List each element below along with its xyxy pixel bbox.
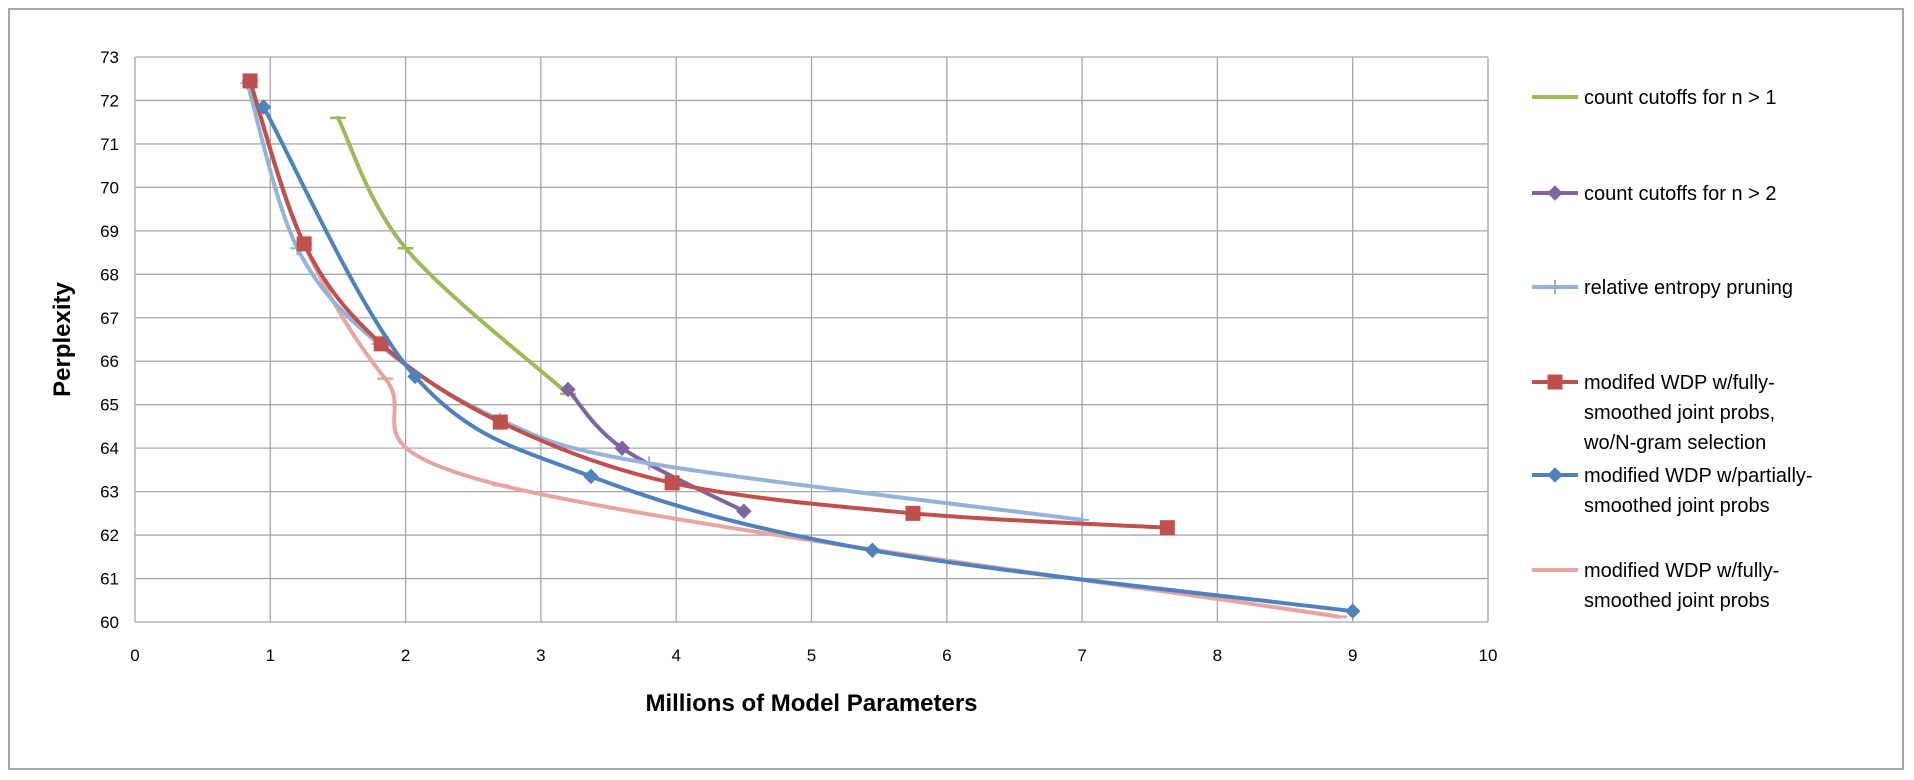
x-tick-label: 4 (671, 646, 680, 665)
series-line (245, 81, 1085, 522)
data-point (255, 99, 272, 115)
legend-label: modified WDP w/fully-smoothed joint prob… (1584, 560, 1779, 612)
x-axis-title: Millions of Model Parameters (645, 690, 977, 717)
data-point (296, 236, 312, 252)
data-point (664, 475, 680, 491)
series-4 (242, 73, 1175, 536)
x-tick-label: 7 (1077, 646, 1086, 665)
x-tick-label: 2 (401, 646, 410, 665)
legend-item-2: count cutoffs for n > 2 (1532, 183, 1777, 205)
y-tick-label: 68 (100, 265, 119, 284)
legend-label: count cutoffs for n > 1 (1584, 87, 1777, 109)
x-tick-label: 0 (130, 646, 139, 665)
x-tick-label: 5 (807, 646, 816, 665)
data-point (560, 381, 576, 398)
y-tick-label: 69 (100, 222, 119, 241)
legend-item-4: modifed WDP w/fully-smoothed joint probs… (1532, 372, 1775, 454)
series-line (248, 78, 1170, 530)
y-tick-label: 70 (100, 178, 119, 197)
y-tick-label: 62 (100, 526, 119, 545)
data-point (242, 73, 258, 89)
series-line (261, 104, 1355, 614)
legend-item-5: modified WDP w/partially-smoothed joint … (1532, 465, 1813, 517)
x-tick-label: 3 (536, 646, 545, 665)
data-point (492, 414, 508, 430)
x-tick-label: 8 (1213, 646, 1222, 665)
data-point (736, 503, 752, 519)
y-tick-label: 66 (100, 352, 119, 371)
legend-label: count cutoffs for n > 2 (1584, 183, 1777, 205)
legend-item-1: count cutoffs for n > 1 (1532, 87, 1777, 109)
x-tick-label: 9 (1348, 646, 1357, 665)
grid (134, 56, 1489, 623)
x-tick-label: 10 (1479, 646, 1498, 665)
legend-label: relative entropy pruning (1584, 277, 1793, 299)
data-point (1344, 603, 1361, 619)
y-tick-label: 63 (100, 483, 119, 502)
data-point (614, 440, 630, 456)
legend-item-6: modified WDP w/fully-smoothed joint prob… (1532, 560, 1779, 612)
x-tick-label: 6 (942, 646, 951, 665)
legend: count cutoffs for n > 1 count cutoffs for… (1532, 87, 1813, 612)
series-2 (560, 381, 752, 519)
data-point (905, 505, 921, 521)
y-tick-label: 72 (100, 91, 119, 110)
data-point (864, 542, 881, 558)
y-axis-title: Perplexity (49, 281, 76, 396)
legend-marker (1547, 185, 1563, 201)
y-tick-label: 67 (100, 309, 119, 328)
legend-marker (1547, 374, 1563, 390)
legend-marker (1547, 467, 1563, 483)
data-point (583, 468, 599, 485)
y-tick-label: 65 (100, 396, 119, 415)
series-5 (255, 99, 1361, 619)
y-tick-label: 71 (100, 135, 119, 154)
legend-label: modified WDP w/partially-smoothed joint … (1584, 465, 1813, 517)
y-tick-label: 73 (100, 48, 119, 67)
plot-area (240, 73, 1361, 619)
chart-frame (8, 8, 1904, 770)
series-line (335, 115, 570, 396)
y-tick-label: 61 (100, 570, 119, 589)
data-point (407, 368, 423, 385)
data-point (642, 456, 657, 471)
y-tick-label: 64 (100, 439, 119, 458)
legend-marker (1548, 280, 1562, 294)
data-point (1159, 520, 1175, 536)
x-tick-label: 1 (266, 646, 275, 665)
y-tick-label: 60 (100, 613, 119, 632)
legend-label: modifed WDP w/fully-smoothed joint probs… (1583, 372, 1775, 454)
legend-item-3: relative entropy pruning (1532, 277, 1793, 299)
